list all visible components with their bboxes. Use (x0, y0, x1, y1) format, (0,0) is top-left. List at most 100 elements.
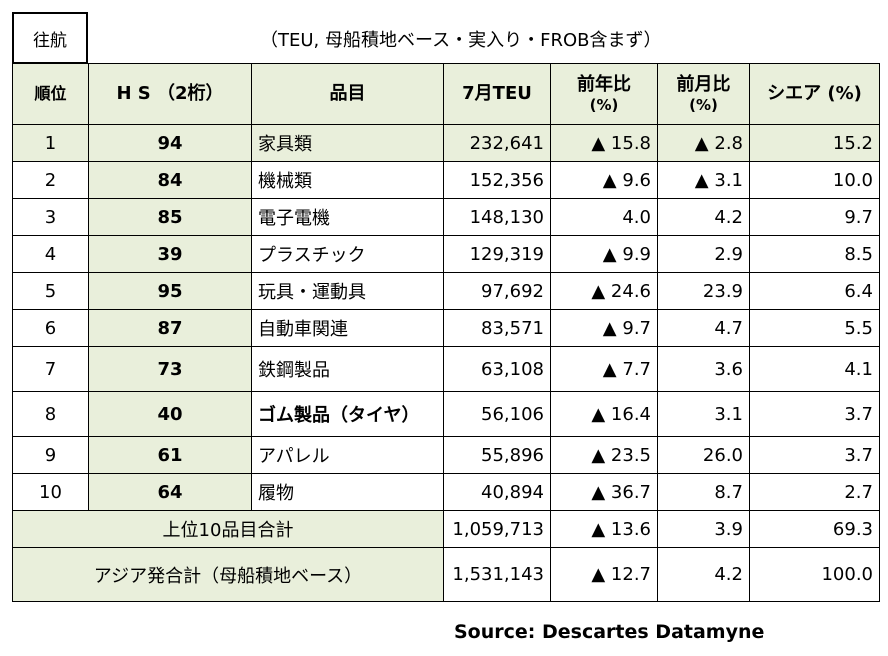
mom-cell: 3.6 (657, 346, 750, 392)
share-cell: 3.7 (749, 436, 880, 474)
item-cell: 電子電機 (251, 198, 444, 236)
hs-cell: 40 (88, 391, 252, 437)
header-yoy-line1: 前年比 (577, 74, 631, 96)
rank-cell: 10 (12, 473, 89, 511)
yoy-cell: ▲ 9.9 (550, 235, 658, 273)
yoy-cell: ▲ 9.6 (550, 161, 658, 199)
rank-cell: 7 (12, 346, 89, 392)
rank-cell: 5 (12, 272, 89, 310)
rank-cell: 9 (12, 436, 89, 474)
yoy-cell: ▲ 36.7 (550, 473, 658, 511)
header-mom: 前月比 (%) (657, 63, 750, 125)
mom-cell: 2.9 (657, 235, 750, 273)
item-cell: 鉄鋼製品 (251, 346, 444, 392)
asia-mom-cell: 4.2 (657, 547, 750, 602)
item-cell: プラスチック (251, 235, 444, 273)
share-cell: 9.7 (749, 198, 880, 236)
top10-total-row: 上位10品目合計 1,059,713 ▲ 13.6 3.9 69.3 (12, 510, 880, 548)
hs-cell: 61 (88, 436, 252, 474)
hs-cell: 94 (88, 124, 252, 162)
teu-cell: 232,641 (443, 124, 551, 162)
table-row: 8 40 ゴム製品（タイヤ） 56,106 ▲ 16.4 3.1 3.7 (12, 391, 880, 437)
table-row: 10 64 履物 40,894 ▲ 36.7 8.7 2.7 (12, 473, 880, 511)
rank-cell: 4 (12, 235, 89, 273)
teu-cell: 56,106 (443, 391, 551, 437)
teu-cell: 129,319 (443, 235, 551, 273)
teu-cell: 40,894 (443, 473, 551, 511)
teu-cell: 97,692 (443, 272, 551, 310)
header-mom-line2: (%) (689, 95, 718, 114)
top10-mom-cell: 3.9 (657, 510, 750, 548)
top10-total-label: 上位10品目合計 (12, 510, 444, 548)
item-cell: 玩具・運動具 (251, 272, 444, 310)
header-rank: 順位 (12, 63, 89, 125)
asia-total-row: アジア発合計（母船積地ベース） 1,531,143 ▲ 12.7 4.2 100… (12, 547, 880, 602)
share-cell: 8.5 (749, 235, 880, 273)
mom-cell: ▲ 2.8 (657, 124, 750, 162)
teu-cell: 63,108 (443, 346, 551, 392)
yoy-cell: ▲ 7.7 (550, 346, 658, 392)
rank-cell: 1 (12, 124, 89, 162)
share-cell: 15.2 (749, 124, 880, 162)
table-row: 6 87 自動車関連 83,571 ▲ 9.7 4.7 5.5 (12, 309, 880, 347)
share-cell: 4.1 (749, 346, 880, 392)
item-cell: 履物 (251, 473, 444, 511)
top10-share-cell: 69.3 (749, 510, 880, 548)
hs-cell: 39 (88, 235, 252, 273)
rank-cell: 2 (12, 161, 89, 199)
table-row: 5 95 玩具・運動具 97,692 ▲ 24.6 23.9 6.4 (12, 272, 880, 310)
mom-cell: 4.7 (657, 309, 750, 347)
header-yoy-line2: (%) (589, 95, 619, 114)
mom-cell: 3.1 (657, 391, 750, 437)
header-hs: H S （2桁） (88, 63, 252, 125)
teu-cell: 152,356 (443, 161, 551, 199)
yoy-cell: ▲ 23.5 (550, 436, 658, 474)
header-share: シエア (%) (749, 63, 880, 125)
item-cell: 機械類 (251, 161, 444, 199)
asia-total-label: アジア発合計（母船積地ベース） (12, 547, 444, 602)
item-cell: 自動車関連 (251, 309, 444, 347)
teu-cell: 55,896 (443, 436, 551, 474)
direction-tag-label: 往航 (33, 30, 67, 51)
rank-cell: 6 (12, 309, 89, 347)
yoy-cell: ▲ 16.4 (550, 391, 658, 437)
asia-teu-cell: 1,531,143 (443, 547, 551, 602)
hs-cell: 95 (88, 272, 252, 310)
yoy-cell: 4.0 (550, 198, 658, 236)
table-row: 1 94 家具類 232,641 ▲ 15.8 ▲ 2.8 15.2 (12, 124, 880, 162)
share-cell: 10.0 (749, 161, 880, 199)
table-row: 7 73 鉄鋼製品 63,108 ▲ 7.7 3.6 4.1 (12, 346, 880, 392)
rank-cell: 3 (12, 198, 89, 236)
table-row: 3 85 電子電機 148,130 4.0 4.2 9.7 (12, 198, 880, 236)
item-cell: アパレル (251, 436, 444, 474)
item-cell: ゴム製品（タイヤ） (251, 391, 444, 437)
hs-cell: 73 (88, 346, 252, 392)
header-item: 品目 (251, 63, 444, 125)
header-yoy: 前年比 (%) (550, 63, 658, 125)
mom-cell: 4.2 (657, 198, 750, 236)
asia-yoy-cell: ▲ 12.7 (550, 547, 658, 602)
header-mom-line1: 前月比 (676, 74, 731, 96)
hs-cell: 85 (88, 198, 252, 236)
header-row: 順位 H S （2桁） 品目 7月TEU 前年比 (%) 前月比 (%) シエア… (12, 63, 880, 125)
direction-tag: 往航 (12, 12, 88, 64)
teu-cell: 83,571 (443, 309, 551, 347)
asia-share-cell: 100.0 (749, 547, 880, 602)
table-subtitle: （TEU, 母船積地ベース・実入り・FROB含まず） (260, 30, 662, 51)
hs-cell: 87 (88, 309, 252, 347)
share-cell: 3.7 (749, 391, 880, 437)
header-teu: 7月TEU (443, 63, 551, 125)
table-row: 9 61 アパレル 55,896 ▲ 23.5 26.0 3.7 (12, 436, 880, 474)
hs-cell: 64 (88, 473, 252, 511)
yoy-cell: ▲ 15.8 (550, 124, 658, 162)
hs-cell: 84 (88, 161, 252, 199)
item-cell: 家具類 (251, 124, 444, 162)
top10-yoy-cell: ▲ 13.6 (550, 510, 658, 548)
top10-teu-cell: 1,059,713 (443, 510, 551, 548)
share-cell: 5.5 (749, 309, 880, 347)
mom-cell: 26.0 (657, 436, 750, 474)
yoy-cell: ▲ 24.6 (550, 272, 658, 310)
rank-cell: 8 (12, 391, 89, 437)
cargo-ranking-table: 順位 H S （2桁） 品目 7月TEU 前年比 (%) 前月比 (%) シエア… (12, 63, 880, 602)
table-row: 4 39 プラスチック 129,319 ▲ 9.9 2.9 8.5 (12, 235, 880, 273)
